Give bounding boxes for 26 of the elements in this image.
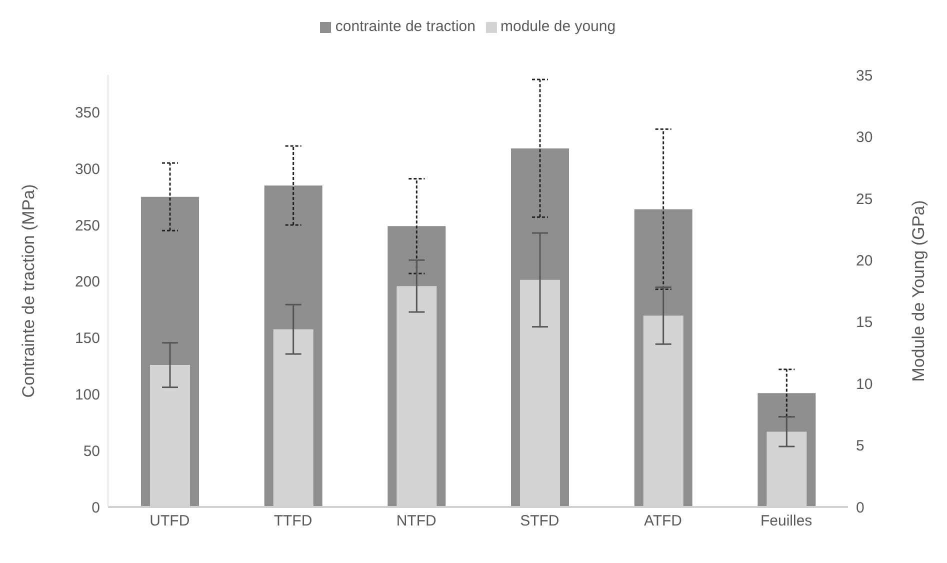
y2-tick-label: 5 — [856, 438, 864, 455]
y-tick-label: 150 — [74, 330, 100, 348]
y2-tick-label: 30 — [856, 129, 873, 146]
x-tick-label: NTFD — [396, 512, 436, 530]
y-tick-label: 250 — [74, 217, 100, 234]
y2-tick-label: 15 — [856, 314, 873, 332]
y2-axis-title: Module de Young (GPa) — [909, 200, 928, 382]
y-tick-label: 50 — [83, 442, 100, 460]
y2-tick-label: 0 — [856, 499, 864, 516]
y-tick-label: 200 — [74, 274, 100, 291]
x-tick-label: STFD — [520, 512, 560, 530]
y-axis-title: Contrainte de traction (MPa) — [19, 184, 38, 398]
y2-tick-label: 35 — [856, 67, 873, 84]
y-tick-label: 0 — [92, 499, 100, 516]
x-tick-label: UTFD — [150, 512, 190, 530]
y-tick-label: 350 — [74, 104, 100, 122]
y-tick-label: 300 — [74, 160, 100, 178]
y2-tick-label: 20 — [856, 252, 873, 270]
legend-label: module de young — [500, 18, 616, 35]
x-tick-label: Feuilles — [760, 512, 812, 530]
y2-tick-label: 25 — [856, 190, 873, 208]
y2-tick-label: 10 — [856, 376, 873, 393]
x-tick-label: TTFD — [274, 512, 312, 530]
legend-label: contrainte de traction — [335, 18, 476, 35]
x-tick-label: ATFD — [644, 512, 682, 530]
y-tick-label: 100 — [74, 386, 100, 404]
